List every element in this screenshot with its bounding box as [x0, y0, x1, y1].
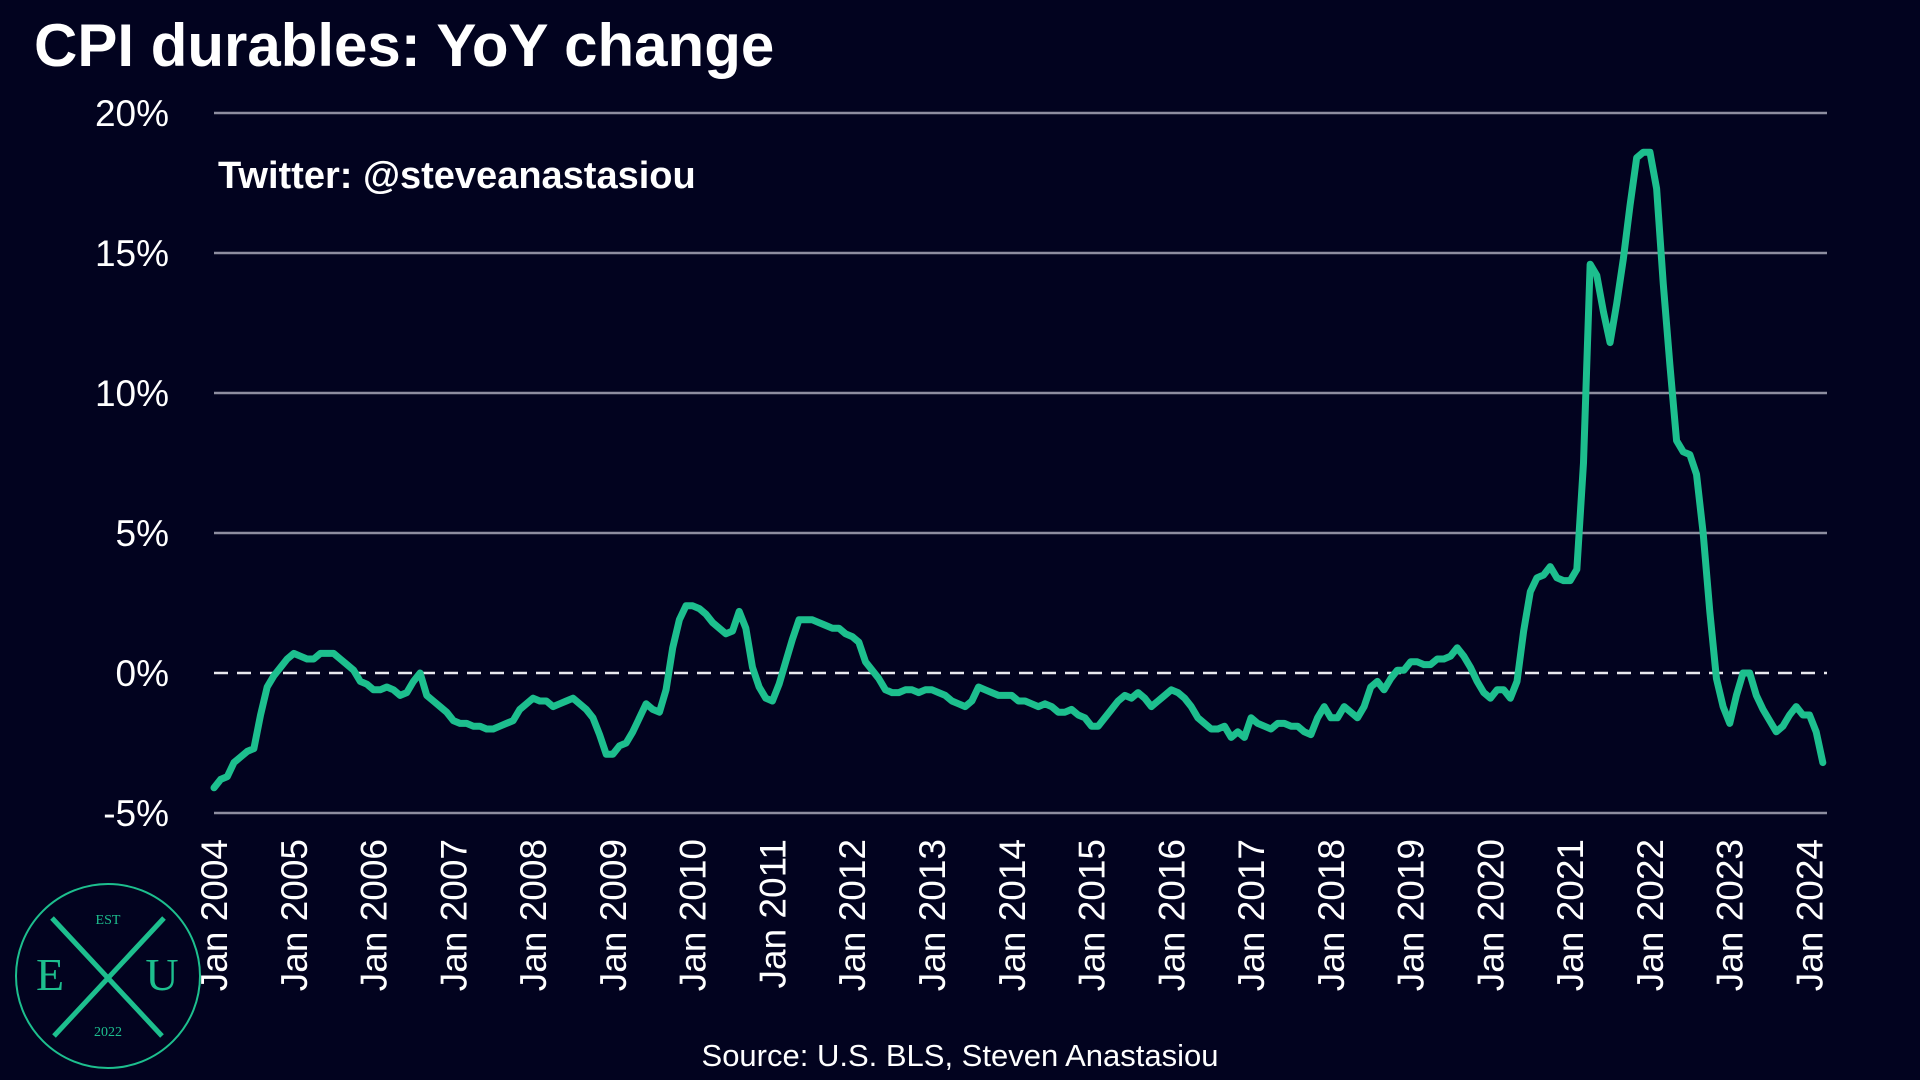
chart-title: CPI durables: YoY change	[34, 12, 774, 79]
y-tick-label: 15%	[95, 233, 169, 274]
data-line	[210, 148, 1827, 792]
x-tick-label: Jan 2023	[1710, 839, 1751, 991]
annotation: Twitter: @steveanastasiou	[218, 155, 696, 197]
x-tick-label: Jan 2024	[1790, 839, 1831, 991]
x-tick-label: Jan 2022	[1630, 839, 1671, 991]
y-tick-label: -5%	[103, 793, 169, 834]
logo-ring	[15, 883, 201, 1069]
x-tick-label: Jan 2007	[433, 839, 474, 991]
x-tick-label: Jan 2008	[513, 839, 554, 991]
logo-text: U	[145, 949, 178, 1000]
x-tick-label: Jan 2016	[1151, 839, 1192, 991]
x-tick-label: Jan 2014	[992, 839, 1033, 991]
source-note: Source: U.S. BLS, Steven Anastasiou	[702, 1038, 1219, 1073]
y-tick-label: 5%	[116, 513, 169, 554]
x-tick-label: Jan 2017	[1231, 839, 1272, 991]
x-tick-label: Jan 2011	[752, 839, 793, 989]
x-tick-label: Jan 2018	[1311, 839, 1352, 991]
x-tick-label: Jan 2010	[673, 839, 714, 991]
x-tick-label: Jan 2004	[194, 839, 235, 991]
logo-sword	[52, 916, 166, 1038]
x-tick-label: Jan 2013	[912, 839, 953, 991]
x-tick-label: Jan 2005	[274, 839, 315, 991]
x-tick-label: Jan 2009	[593, 839, 634, 991]
logo: EST E U 2022	[15, 883, 201, 1069]
y-tick-label: 20%	[95, 93, 169, 134]
x-tick-label: Jan 2021	[1550, 839, 1591, 991]
logo-text: EST	[96, 913, 121, 928]
x-tick-label: Jan 2006	[354, 839, 395, 991]
y-tick-label: 0%	[116, 653, 169, 694]
x-tick-label: Jan 2020	[1470, 839, 1511, 991]
logo-text: 2022	[94, 1025, 122, 1040]
logo-text: E	[36, 949, 64, 1000]
y-tick-label: 10%	[95, 373, 169, 414]
x-tick-label: Jan 2019	[1391, 839, 1432, 991]
x-tick-label: Jan 2015	[1072, 839, 1113, 991]
x-tick-label: Jan 2012	[832, 839, 873, 991]
